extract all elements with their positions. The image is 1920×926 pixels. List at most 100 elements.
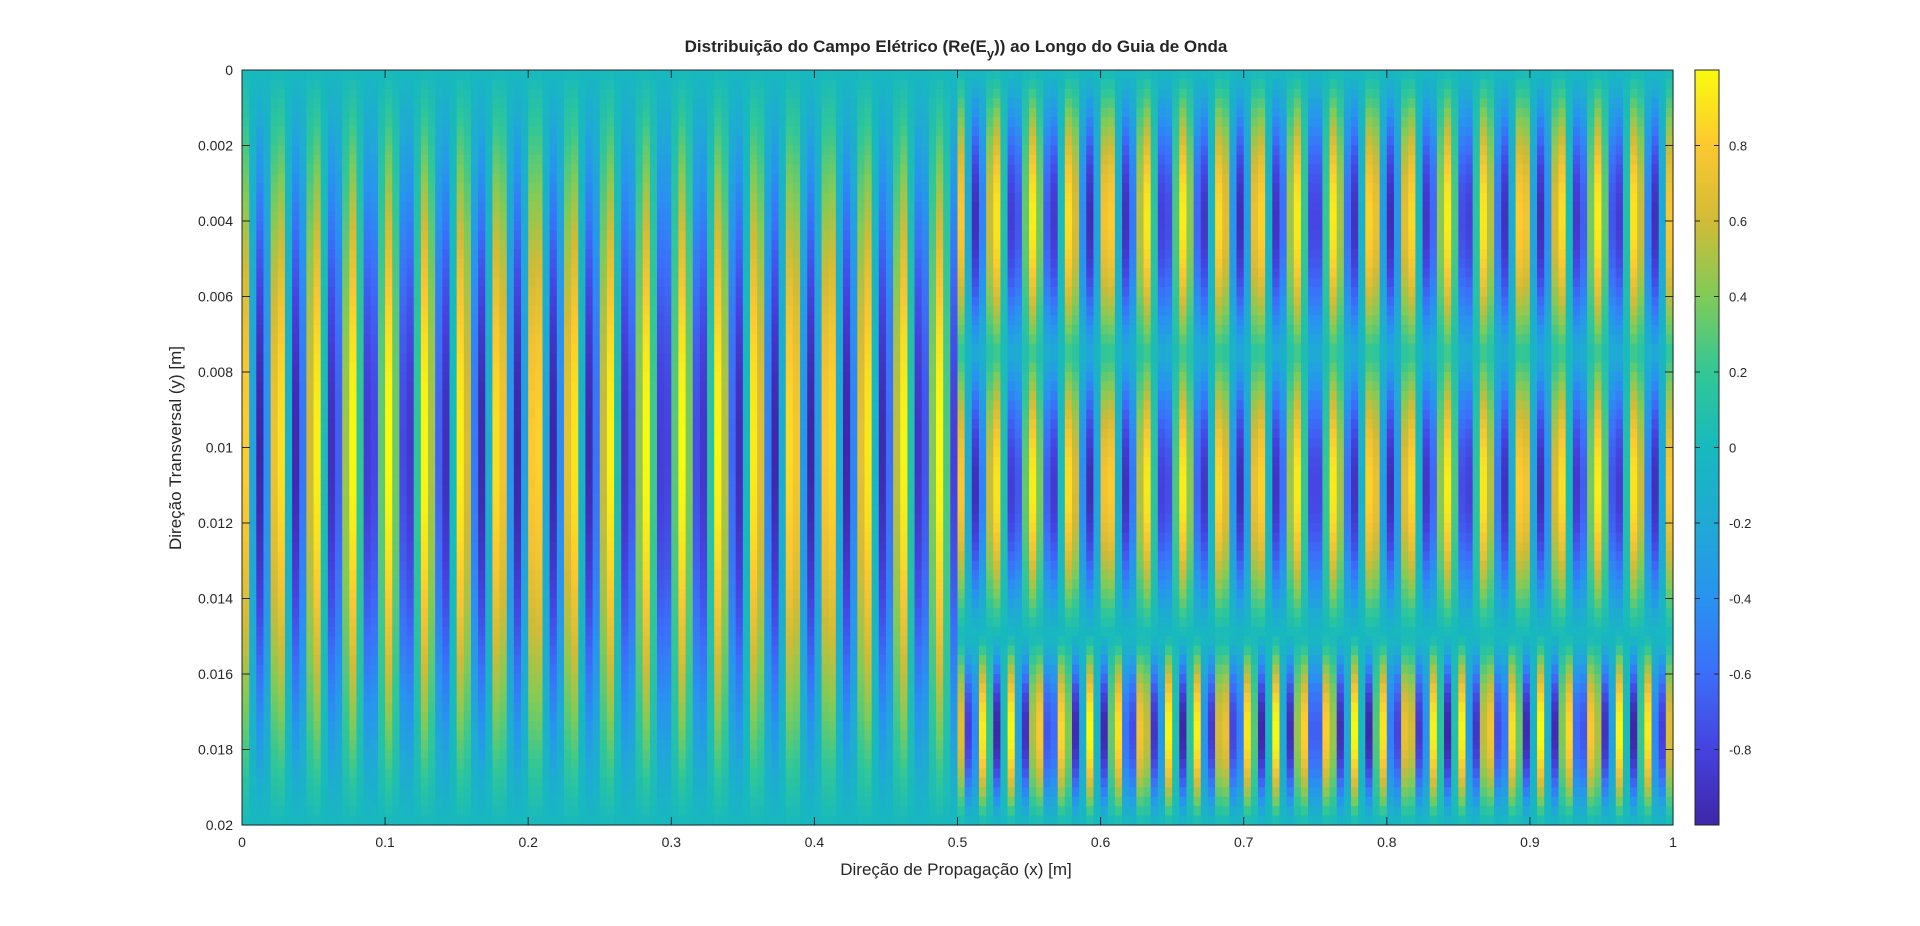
heatmap-cell — [356, 494, 365, 505]
heatmap-cell — [306, 758, 315, 769]
heatmap-cell — [671, 400, 680, 411]
heatmap-cell — [456, 730, 465, 741]
heatmap-cell — [542, 674, 551, 685]
heatmap-cell — [592, 409, 601, 420]
heatmap-cell — [599, 636, 608, 647]
heatmap-cell — [578, 674, 587, 685]
heatmap-cell — [363, 70, 372, 81]
heatmap-cell — [485, 787, 494, 798]
heatmap-cell — [456, 107, 465, 118]
heatmap-cell — [270, 513, 279, 524]
heatmap-cell — [342, 475, 350, 486]
heatmap-cell — [521, 683, 529, 694]
heatmap-cell — [521, 79, 529, 90]
heatmap-cell — [535, 570, 544, 581]
heatmap-cell — [313, 532, 322, 543]
heatmap-cell — [377, 815, 386, 826]
heatmap-cell — [606, 513, 615, 524]
heatmap-cell — [335, 674, 343, 685]
heatmap-cell — [649, 353, 658, 364]
heatmap-cell — [635, 315, 644, 326]
heatmap-cell — [277, 305, 286, 316]
heatmap-cell — [413, 221, 422, 232]
heatmap-cell — [621, 372, 629, 383]
heatmap-cell — [363, 485, 372, 496]
heatmap-cell — [678, 617, 687, 628]
heatmap-cell — [656, 692, 665, 703]
heatmap-cell — [370, 287, 379, 298]
heatmap-cell — [413, 315, 422, 326]
heatmap-cell — [320, 702, 329, 713]
heatmap-cell — [335, 353, 343, 364]
heatmap-cell — [377, 334, 386, 345]
heatmap-cell — [449, 409, 458, 420]
heatmap-cell — [463, 777, 472, 788]
heatmap-cell — [270, 523, 279, 534]
heatmap-cell — [521, 107, 529, 118]
heatmap-cell — [628, 315, 637, 326]
heatmap-cell — [385, 202, 393, 213]
heatmap-cell — [399, 626, 408, 637]
heatmap-cell — [335, 277, 343, 288]
heatmap-cell — [621, 79, 629, 90]
heatmap-cell — [370, 674, 379, 685]
heatmap-cell — [478, 183, 486, 194]
heatmap-cell — [599, 740, 608, 751]
heatmap-cell — [628, 532, 637, 543]
heatmap-cell — [664, 343, 672, 354]
heatmap-cell — [299, 239, 307, 250]
heatmap-cell — [592, 494, 601, 505]
heatmap-cell — [377, 409, 386, 420]
heatmap-cell — [535, 409, 544, 420]
heatmap-cell — [270, 636, 279, 647]
heatmap-cell — [621, 456, 629, 467]
heatmap-cell — [428, 183, 436, 194]
heatmap-cell — [349, 513, 358, 524]
heatmap-cell — [377, 541, 386, 552]
heatmap-cell — [614, 277, 622, 288]
heatmap-cell — [392, 711, 400, 722]
heatmap-cell — [671, 277, 680, 288]
heatmap-cell — [592, 88, 601, 99]
heatmap-cell — [656, 343, 665, 354]
heatmap-cell — [549, 570, 558, 581]
heatmap-cell — [521, 777, 529, 788]
heatmap-cell — [406, 674, 415, 685]
heatmap-cell — [349, 645, 358, 656]
heatmap-cell — [435, 287, 443, 298]
heatmap-cell — [606, 268, 615, 279]
heatmap-cell — [563, 362, 572, 373]
heatmap-cell — [420, 70, 429, 81]
heatmap-cell — [370, 541, 379, 552]
heatmap-cell — [513, 277, 522, 288]
heatmap-cell — [578, 192, 587, 203]
heatmap-cell — [356, 806, 365, 817]
heatmap-cell — [571, 296, 579, 307]
heatmap-cell — [342, 787, 350, 798]
heatmap-cell — [492, 494, 501, 505]
heatmap-cell — [335, 334, 343, 345]
heatmap-cell — [664, 513, 672, 524]
heatmap-cell — [349, 239, 358, 250]
heatmap-cell — [385, 749, 393, 760]
heatmap-cell — [635, 787, 644, 798]
heatmap-cell — [599, 258, 608, 269]
heatmap-cell — [599, 579, 608, 590]
heatmap-cell — [499, 711, 508, 722]
heatmap-cell — [435, 145, 443, 156]
heatmap-cell — [470, 230, 479, 241]
heatmap-cell — [585, 456, 594, 467]
heatmap-cell — [592, 230, 601, 241]
heatmap-cell — [521, 466, 529, 477]
heatmap-cell — [456, 419, 465, 430]
heatmap-cell — [578, 98, 587, 109]
heatmap-cell — [621, 239, 629, 250]
heatmap-cell — [563, 192, 572, 203]
heatmap-cell — [628, 758, 637, 769]
heatmap-cell — [270, 381, 279, 392]
heatmap-cell — [442, 258, 451, 269]
heatmap-cell — [449, 183, 458, 194]
heatmap-cell — [614, 305, 622, 316]
heatmap-cell — [377, 183, 386, 194]
heatmap-cell — [377, 787, 386, 798]
